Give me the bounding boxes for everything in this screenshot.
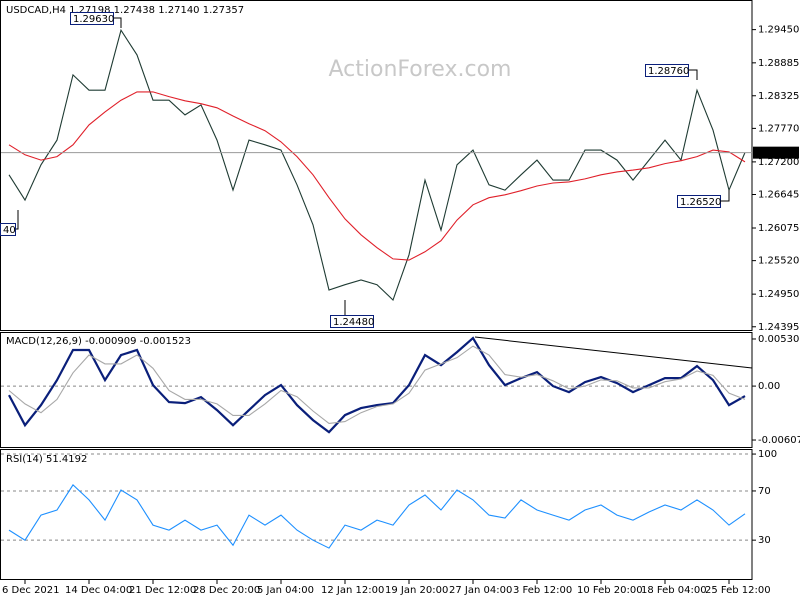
x-tick-label: 25 Feb 12:00	[705, 585, 771, 596]
x-tick-label: 18 Feb 04:00	[641, 585, 707, 596]
annotation-leader	[688, 69, 698, 80]
annotation-label: 1.28760	[648, 66, 689, 77]
series-line	[8, 345, 746, 424]
annotation-leader	[113, 17, 122, 28]
y-tick-label: 100	[758, 449, 777, 460]
x-tick-label: 27 Jan 04:00	[449, 585, 512, 596]
y-tick-label: 1.25520	[758, 256, 799, 267]
annotation-box	[645, 64, 689, 77]
x-tick-label: 6 Dec 2021	[2, 585, 60, 596]
y-tick-label: 1.26075	[758, 223, 799, 234]
annotation-label: 1.29630	[73, 14, 114, 25]
x-tick-label: 10 Feb 20:00	[577, 585, 643, 596]
x-tick-label: 3 Feb 12:00	[513, 585, 572, 596]
y-tick-label: 1.28325	[758, 91, 799, 102]
annotation-label: 1.24480	[333, 317, 374, 328]
series-line	[8, 28, 746, 301]
macd-title: MACD(12,26,9) -0.000909 -0.001523	[6, 336, 191, 347]
annotation-box	[0, 223, 16, 236]
x-tick-label: 14 Dec 04:00	[65, 585, 132, 596]
x-tick-label: 5 Jan 04:00	[257, 585, 314, 596]
y-tick-label: 1.24950	[758, 289, 799, 300]
y-tick-label: 0.005307	[758, 334, 800, 345]
y-tick-label: 70	[758, 486, 771, 497]
x-tick-label: 28 Dec 20:00	[193, 585, 260, 596]
annotation-box	[677, 195, 721, 208]
y-tick-label: 0.00	[758, 381, 780, 392]
annotation-box	[70, 12, 114, 25]
y-tick-label: 1.29450	[758, 25, 799, 36]
annotation-label: 40	[3, 225, 16, 236]
series-line	[8, 336, 746, 434]
annotation-leader	[720, 190, 730, 202]
y-tick-label: -0.006074	[758, 435, 800, 446]
rsi-panel	[0, 449, 753, 580]
y-tick-label: 1.27770	[758, 123, 799, 134]
x-tick-label: 21 Dec 12:00	[129, 585, 196, 596]
annotation-box	[330, 315, 374, 328]
series-line	[8, 91, 746, 261]
series-line	[8, 484, 746, 549]
price-title: USDCAD,H4 1.27198 1.27438 1.27140 1.2735…	[6, 5, 244, 16]
y-tick-label: 30	[758, 535, 771, 546]
price-panel	[0, 0, 753, 331]
macd-panel	[0, 332, 753, 448]
y-tick-label: 1.24395	[758, 322, 799, 333]
last-price-label: 1.27357	[757, 148, 798, 159]
x-tick-label: 12 Jan 12:00	[321, 585, 384, 596]
trend-line	[474, 336, 753, 369]
y-tick-label: 1.28885	[758, 58, 799, 69]
x-tick-label: 19 Jan 20:00	[385, 585, 448, 596]
last-price-box	[753, 146, 799, 159]
annotation-label: 1.26520	[680, 197, 721, 208]
y-tick-label: 1.26645	[758, 190, 799, 201]
watermark: ActionForex.com	[329, 57, 512, 82]
y-tick-label: 1.27200	[758, 157, 799, 168]
rsi-title: RSI(14) 51.4192	[6, 454, 87, 465]
